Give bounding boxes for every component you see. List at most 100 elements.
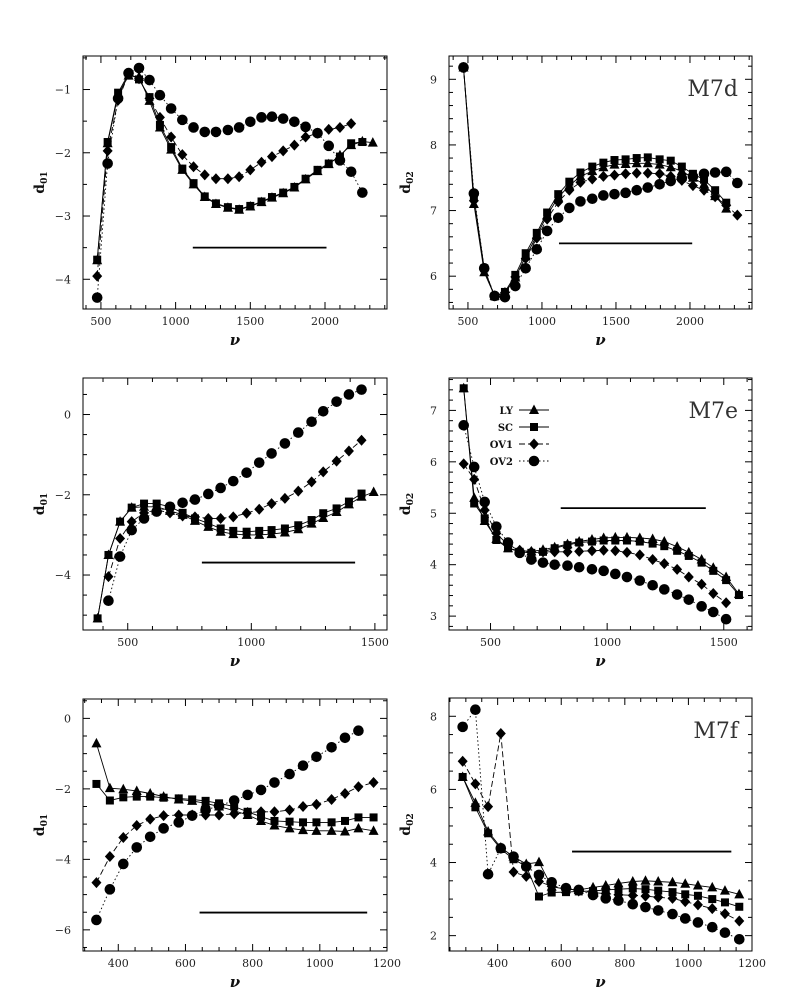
legend-label: OV1	[490, 440, 513, 451]
data-point-diamond	[269, 806, 280, 818]
data-point-circle	[679, 913, 691, 924]
data-point-circle	[733, 934, 745, 945]
data-point-diamond	[458, 458, 469, 470]
data-point-circle	[279, 438, 291, 449]
legend-marker-diamond	[529, 438, 539, 450]
y-tick-label: 6	[430, 783, 437, 796]
data-point-square	[622, 536, 631, 545]
x-tick-label: 500	[457, 315, 478, 328]
legend-label: SC	[498, 423, 513, 434]
data-point-diamond	[293, 485, 304, 497]
data-point-diamond	[680, 896, 691, 908]
data-point-square	[628, 884, 637, 893]
x-tick-label: 1500	[361, 636, 389, 649]
data-point-diamond	[574, 545, 585, 557]
x-tick-label: 1200	[373, 957, 401, 970]
data-point-square	[484, 829, 493, 838]
series-ov2	[458, 420, 732, 625]
data-point-diamond	[298, 800, 309, 812]
data-point-square	[242, 527, 251, 536]
data-point-circle	[312, 127, 323, 139]
data-point-diamond	[553, 196, 564, 208]
data-point-diamond	[564, 184, 575, 196]
data-point-circle	[269, 777, 280, 788]
x-axis-label: ν	[595, 973, 606, 989]
x-tick-label: 500	[117, 636, 138, 649]
data-point-diamond	[256, 806, 267, 818]
data-point-diamond	[610, 545, 621, 557]
data-point-diamond	[203, 512, 214, 524]
data-point-diamond	[483, 801, 494, 813]
data-point-triangle	[640, 875, 651, 885]
data-point-circle	[470, 704, 481, 715]
data-point-square	[246, 201, 255, 210]
legend-label: LY	[499, 406, 513, 417]
data-point-circle	[667, 908, 678, 920]
data-point-circle	[552, 212, 564, 224]
y-tick-label: 4	[430, 559, 437, 572]
data-point-circle	[164, 501, 176, 513]
y-tick-label: −4	[55, 273, 71, 286]
series-ly	[457, 771, 745, 899]
data-point-circle	[652, 905, 664, 916]
data-point-diamond	[241, 507, 252, 519]
data-point-square	[565, 177, 574, 186]
y-tick-label: 0	[64, 712, 71, 725]
data-point-square	[735, 902, 744, 911]
data-point-circle	[457, 721, 468, 733]
data-point-circle	[587, 889, 599, 901]
data-point-circle	[514, 547, 525, 559]
x-tick-label: 1200	[738, 957, 766, 970]
data-point-diamond	[284, 804, 295, 816]
data-point-diamond	[228, 511, 239, 523]
y-tick-label: 7	[430, 404, 437, 417]
data-point-circle	[533, 869, 545, 881]
data-point-square	[255, 526, 264, 535]
panel-title: M7d	[687, 77, 738, 102]
series-ov1	[458, 458, 732, 609]
data-point-circle	[598, 190, 609, 201]
data-point-circle	[654, 179, 665, 190]
data-point-diamond	[199, 169, 210, 181]
data-point-square	[146, 792, 155, 801]
data-point-circle	[613, 895, 624, 906]
data-point-circle	[491, 521, 502, 532]
data-point-diamond	[311, 798, 322, 810]
data-point-diamond	[214, 809, 225, 821]
data-point-square	[285, 817, 294, 826]
data-point-square	[312, 818, 321, 827]
data-point-circle	[343, 389, 355, 400]
data-point-circle	[642, 182, 654, 193]
data-point-circle	[123, 67, 134, 79]
data-point-square	[132, 792, 141, 801]
data-point-circle	[549, 559, 560, 570]
plot-frame	[82, 55, 388, 310]
data-point-circle	[502, 537, 514, 548]
data-point-circle	[266, 448, 277, 459]
y-tick-label: 0	[64, 409, 71, 422]
data-point-square	[93, 255, 102, 264]
y-axis-label-group: d01	[32, 171, 50, 193]
data-point-triangle	[631, 157, 642, 168]
data-point-triangle	[667, 876, 678, 887]
y-tick-label: −4	[55, 569, 71, 582]
data-point-square	[301, 174, 310, 183]
x-tick-label: 1000	[674, 957, 702, 970]
data-point-circle	[564, 202, 575, 214]
data-point-triangle	[118, 783, 129, 794]
x-tick-label: 1500	[602, 315, 630, 328]
y-tick-label: 4	[430, 857, 437, 870]
data-point-circle	[357, 187, 368, 198]
data-point-square	[223, 203, 232, 212]
series-line-ly	[462, 776, 740, 895]
data-point-diamond	[495, 727, 506, 739]
data-point-circle	[600, 893, 612, 904]
data-point-square	[257, 197, 266, 206]
data-point-square	[621, 155, 630, 164]
data-point-square	[201, 796, 210, 805]
data-point-diamond	[457, 755, 468, 767]
data-point-diamond	[692, 899, 703, 911]
data-point-diamond	[721, 199, 732, 211]
data-point-square	[700, 175, 709, 184]
data-point-circle	[647, 579, 658, 591]
